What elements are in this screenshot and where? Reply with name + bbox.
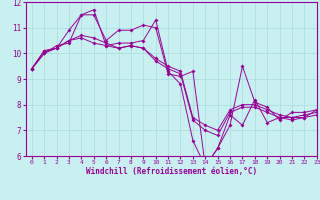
X-axis label: Windchill (Refroidissement éolien,°C): Windchill (Refroidissement éolien,°C) xyxy=(86,167,257,176)
